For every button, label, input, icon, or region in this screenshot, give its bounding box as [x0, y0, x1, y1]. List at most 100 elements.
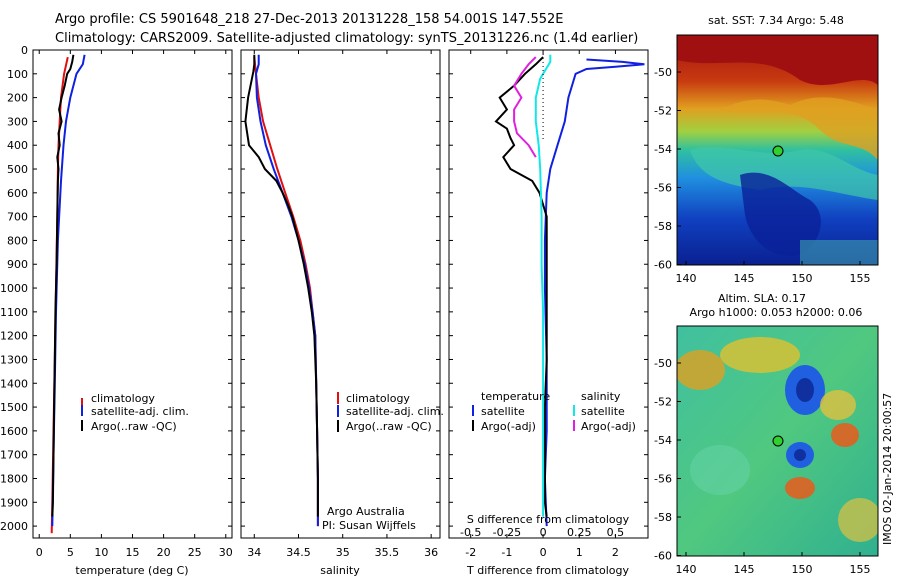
lon-tick-label: 145 — [734, 272, 755, 285]
legend-label-satellite: satellite-adj. clim. — [91, 405, 189, 418]
salinity-xlabel: salinity — [320, 564, 360, 577]
s-tick-label: -0.25 — [493, 526, 521, 539]
x-tick-label: 0 — [540, 546, 547, 559]
depth-tick-label: 0 — [21, 44, 28, 57]
depth-tick-label: 2000 — [0, 520, 28, 533]
x-tick-label: -2 — [465, 546, 476, 559]
legend-label-temp-satellite: satellite — [481, 405, 525, 418]
legend-title-salinity: salinity — [581, 390, 621, 403]
t-difference-xlabel: T difference from climatology — [466, 564, 629, 577]
lat-tick-label: -50 — [654, 66, 672, 79]
legend-label-satellite: satellite-adj. clim. — [346, 405, 444, 418]
series-line-salinity-satellite — [534, 54, 552, 517]
lon-tick-label: 155 — [850, 563, 871, 576]
legend-label-argo: Argo(..raw -QC) — [91, 420, 177, 433]
temperature-legend: climatology satellite-adj. clim. Argo(..… — [81, 392, 189, 433]
lon-tick-label: 150 — [792, 563, 813, 576]
x-tick-label: 34.5 — [286, 546, 311, 559]
legend-label-temp-argo: Argo(-adj) — [481, 420, 536, 433]
series-line-salinity-argo-adj- — [512, 56, 537, 158]
x-tick-label: 36 — [424, 546, 438, 559]
legend-title-temperature: temperature — [481, 390, 550, 403]
sla-map-ticks: -50 -52 -54 -56 -58 -60 140 145 150 155 — [654, 357, 870, 576]
series-line-temperature-satellite — [543, 58, 645, 527]
argo-float-marker — [772, 145, 784, 157]
argo-float-marker — [772, 435, 784, 447]
timestamp-watermark: IMOS 02-Jan-2014 20:00:57 — [881, 393, 894, 545]
legend-label-climatology: climatology — [346, 392, 410, 405]
x-tick-label: 34 — [247, 546, 261, 559]
lat-tick-label: -56 — [654, 473, 672, 486]
depth-tick-label: 1600 — [0, 425, 28, 438]
depth-tick-label: 1500 — [0, 401, 28, 414]
x-tick-label: 2 — [612, 546, 619, 559]
x-tick-label: 30 — [219, 546, 233, 559]
depth-tick-label: 1900 — [0, 496, 28, 509]
sla-map-title1: Altim. SLA: 0.17 — [718, 292, 806, 305]
lat-tick-label: -56 — [654, 182, 672, 195]
lon-tick-label: 155 — [850, 272, 871, 285]
sst-map-ticks: -50 -52 -54 -56 -58 -60 140 145 150 155 — [654, 66, 870, 285]
figure-title-line1: Argo profile: CS 5901648_218 27-Dec-2013… — [55, 12, 563, 27]
lon-tick-label: 140 — [676, 563, 697, 576]
s-tick-label: 0 — [540, 526, 547, 539]
depth-tick-label: 400 — [7, 139, 28, 152]
x-tick-label: 15 — [126, 546, 140, 559]
lat-tick-label: -58 — [654, 220, 672, 233]
legend-label-sal-satellite: satellite — [581, 405, 625, 418]
depth-tick-label: 500 — [7, 163, 28, 176]
salinity-plot-frame — [240, 49, 441, 539]
legend-label-sal-argo: Argo(-adj) — [581, 420, 636, 433]
depth-axis: 0 100 200 300 400 500 600 700 800 900 1000 1100 1200… — [0, 44, 28, 533]
depth-tick-label: 200 — [7, 92, 28, 105]
sla-field-image — [677, 326, 878, 556]
sla-map: Altim. SLA: 0.17 Argo h1000: 0.053 h2000… — [654, 292, 894, 576]
x-tick-label: 1 — [576, 546, 583, 559]
lat-tick-label: -54 — [654, 143, 672, 156]
salinity-x-ticks: 34 34.5 35 35.5 36 — [241, 49, 440, 559]
s-tick-label: 0.25 — [567, 526, 592, 539]
series-line-satellite-adj-clim- — [51, 54, 86, 527]
x-tick-label: 5 — [67, 546, 74, 559]
s-tick-label: 0.5 — [607, 526, 625, 539]
sst-map-frame — [676, 34, 879, 266]
depth-tick-label: 600 — [7, 187, 28, 200]
x-tick-label: -1 — [501, 546, 512, 559]
difference-legend: temperature satellite Argo(-adj) salinit… — [472, 390, 636, 433]
lat-tick-label: -50 — [654, 357, 672, 370]
lat-tick-label: -60 — [654, 259, 672, 272]
salinity-legend: climatology satellite-adj. clim. Argo(..… — [337, 392, 444, 433]
depth-tick-label: 1800 — [0, 472, 28, 485]
temperature-x-ticks: 0 5 10 15 20 25 30 — [33, 49, 233, 559]
x-tick-label: 35.5 — [375, 546, 400, 559]
temperature-lines — [50, 54, 86, 534]
depth-tick-label: 1300 — [0, 353, 28, 366]
s-difference-xlabel: S difference from climatology — [467, 513, 630, 526]
difference-plot-frame — [448, 49, 649, 539]
temperature-panel: 0 5 10 15 20 25 30 temperature (deg C) climato… — [32, 49, 233, 577]
difference-panel: -2 -1 0 1 2 -0.5 -0.25 0 0.25 0.5 T difference fr… — [448, 49, 649, 577]
difference-lines — [494, 50, 645, 527]
depth-tick-label: 1200 — [0, 330, 28, 343]
series-line-argo-raw-qc- — [51, 54, 75, 517]
depth-tick-label: 900 — [7, 258, 28, 271]
x-tick-label: 35 — [336, 546, 350, 559]
lat-tick-label: -54 — [654, 434, 672, 447]
s-tick-label: -0.5 — [460, 526, 481, 539]
salinity-panel: 34 34.5 35 35.5 36 salinity climatology sate… — [240, 49, 444, 577]
lat-tick-label: -52 — [654, 105, 672, 118]
depth-tick-label: 1400 — [0, 377, 28, 390]
sst-map-title: sat. SST: 7.34 Argo: 5.48 — [708, 14, 844, 27]
credit-line1: Argo Australia — [327, 505, 405, 518]
sst-field-image — [677, 35, 878, 265]
depth-tick-label: 1000 — [0, 282, 28, 295]
salinity-lines — [244, 54, 319, 527]
legend-label-argo: Argo(..raw -QC) — [346, 420, 432, 433]
sst-map: sat. SST: 7.34 Argo: 5.48 -50 -52 -54 -56 -5… — [654, 14, 879, 285]
depth-tick-label: 300 — [7, 115, 28, 128]
depth-tick-label: 1100 — [0, 306, 28, 319]
depth-tick-label: 100 — [7, 68, 28, 81]
legend-label-climatology: climatology — [91, 392, 155, 405]
lat-tick-label: -52 — [654, 396, 672, 409]
